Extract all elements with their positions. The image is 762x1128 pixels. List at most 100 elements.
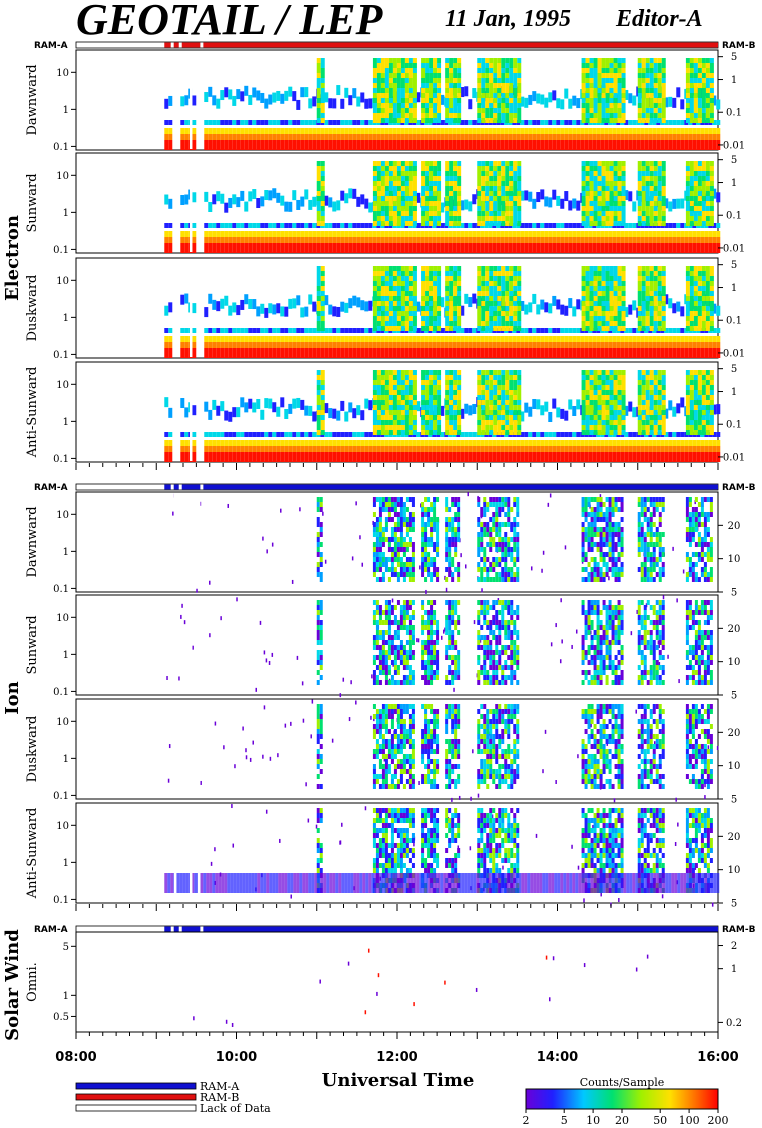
mode-bar-fill xyxy=(164,484,718,490)
heatmap-cells xyxy=(164,154,721,253)
editor-label: Editor-A xyxy=(615,6,703,32)
left-tick-label: 1 xyxy=(63,991,69,1002)
legend-label: Lack of Data xyxy=(200,1102,271,1115)
colorbar-tick-label: 100 xyxy=(679,1114,700,1127)
left-tick-label: 1 xyxy=(63,105,69,116)
left-tick-label: 0.1 xyxy=(53,245,69,256)
right-tick-label: 10 xyxy=(728,865,741,876)
date-label: 11 Jan, 1995 xyxy=(445,6,571,32)
right-tick-label: 0.01 xyxy=(723,243,745,254)
left-tick-label: 1 xyxy=(63,417,69,428)
colorbar-ticks: 2 5 10 20 50 100 200 xyxy=(523,1109,729,1127)
left-tick-label: 10 xyxy=(56,510,69,521)
ram-b-label: RAM-B xyxy=(722,925,756,935)
heatmap-cells xyxy=(167,699,719,803)
right-tick-label: 5 xyxy=(731,899,737,910)
page-title: GEOTAIL / LEP xyxy=(76,0,384,44)
left-tick-label: 5 xyxy=(63,942,69,953)
left-tick-label: 0.1 xyxy=(53,584,69,595)
x-axis-label: Universal Time xyxy=(322,1070,475,1091)
left-tick-label: 0.1 xyxy=(53,350,69,361)
left-tick-label: 0.1 xyxy=(53,895,69,906)
right-tick-label: 10 xyxy=(728,657,741,668)
colorbar-tick-label: 50 xyxy=(653,1114,667,1127)
right-tick-label: 5 xyxy=(731,691,737,702)
right-tick-label: 0.1 xyxy=(726,420,742,431)
left-tick-label: 1 xyxy=(63,754,69,765)
legend-swatch xyxy=(75,1082,197,1090)
right-tick-label: 2 xyxy=(731,941,737,952)
mode-bar-gap xyxy=(178,926,182,932)
colorbar-title: Counts/Sample xyxy=(580,1076,665,1089)
plot-groups: RAM-A RAM-B Electron 10 1 0.1 5 1 0.1 0.01 Dawnwar… xyxy=(2,41,756,1041)
left-tick-label: 0.5 xyxy=(53,1012,69,1023)
panel-duskward: 10 1 0.1 5 1 0.1 0.01 Duskward xyxy=(25,257,745,361)
panel-label: Anti-Sunward xyxy=(25,367,40,459)
right-tick-label: 20 xyxy=(728,728,741,739)
ram-a-label: RAM-A xyxy=(34,925,68,935)
legend-label: RAM-B xyxy=(200,1091,239,1104)
x-tick-label: 16:00 xyxy=(697,1050,738,1065)
right-tick-label: 0.01 xyxy=(723,348,745,359)
panel-frame xyxy=(75,931,719,1033)
right-tick-label: 0.01 xyxy=(723,140,745,151)
colorbar-tick-label: 200 xyxy=(708,1114,729,1127)
panel-dawnward: 10 1 0.1 20 10 5 Dawnward xyxy=(25,491,741,599)
mode-bar-gap xyxy=(200,926,204,932)
right-tick-label: 10 xyxy=(728,554,741,565)
heatmap-cells xyxy=(164,804,720,907)
panel-omni-: 5 1 0.5 2 1 0.2 Omni. xyxy=(25,931,742,1033)
heatmap-cells xyxy=(164,51,721,150)
group-label: Electron xyxy=(2,215,23,301)
left-tick-label: 10 xyxy=(56,68,69,79)
panel-label: Duskward xyxy=(25,716,40,783)
group-solar-wind: RAM-A RAM-B Solar Wind 5 1 0.5 2 1 0.2 Omni. xyxy=(2,925,756,1041)
mode-bar-gap xyxy=(200,484,204,490)
left-tick-label: 1 xyxy=(63,650,69,661)
left-tick-label: 1 xyxy=(63,313,69,324)
legend-swatch xyxy=(75,1104,197,1112)
colorbar-tick-label: 5 xyxy=(561,1114,568,1127)
ram-b-label: RAM-B xyxy=(722,41,756,51)
left-tick-label: 10 xyxy=(56,171,69,182)
ram-a-label: RAM-A xyxy=(34,41,68,51)
panel-anti-sunward: 10 1 0.1 5 1 0.1 0.01 Anti-Sunward xyxy=(25,361,745,465)
right-tick-label: 20 xyxy=(728,832,741,843)
panel-label: Dawnward xyxy=(25,64,40,135)
x-tick-label: 14:00 xyxy=(537,1050,578,1065)
mode-bar-gap xyxy=(170,484,174,490)
group-time-ticks xyxy=(75,1032,719,1039)
right-tick-label: 0.2 xyxy=(726,1018,742,1029)
left-tick-label: 10 xyxy=(56,276,69,287)
x-tick-label: 10:00 xyxy=(216,1050,257,1065)
heatmap-cells xyxy=(164,363,721,462)
panel-sunward: 10 1 0.1 20 10 5 Sunward xyxy=(25,594,741,702)
group-time-ticks xyxy=(75,904,719,911)
right-tick-label: 0.1 xyxy=(726,108,742,119)
group-label: Ion xyxy=(2,681,23,715)
x-tick-label: 12:00 xyxy=(376,1050,417,1065)
right-tick-label: 1 xyxy=(731,178,737,189)
left-tick-label: 10 xyxy=(56,613,69,624)
colorbar-gradient xyxy=(525,1088,719,1110)
legend-label: RAM-A xyxy=(200,1080,240,1093)
mode-bar-gap xyxy=(170,42,174,48)
left-tick-label: 1 xyxy=(63,547,69,558)
heatmap-cells xyxy=(166,595,713,698)
left-tick-label: 1 xyxy=(63,208,69,219)
mode-bar-gap xyxy=(170,926,174,932)
right-tick-label: 5 xyxy=(731,364,737,375)
panel-label: Sunward xyxy=(25,615,40,674)
panel-duskward: 10 1 0.1 20 10 5 Duskward xyxy=(25,698,741,806)
colorbar-tick-label: 10 xyxy=(586,1114,600,1127)
left-tick-label: 0.1 xyxy=(53,687,69,698)
right-tick-label: 0.01 xyxy=(723,452,745,463)
mode-bar-gap xyxy=(200,42,204,48)
colorbar: Counts/Sample 2 5 10 20 50 100 200 xyxy=(523,1076,729,1127)
right-tick-label: 5 xyxy=(731,52,737,63)
right-tick-label: 5 xyxy=(731,588,737,599)
panel-label: Anti-Sunward xyxy=(25,808,40,900)
right-tick-label: 0.1 xyxy=(726,211,742,222)
heatmap-cells xyxy=(173,933,649,1031)
